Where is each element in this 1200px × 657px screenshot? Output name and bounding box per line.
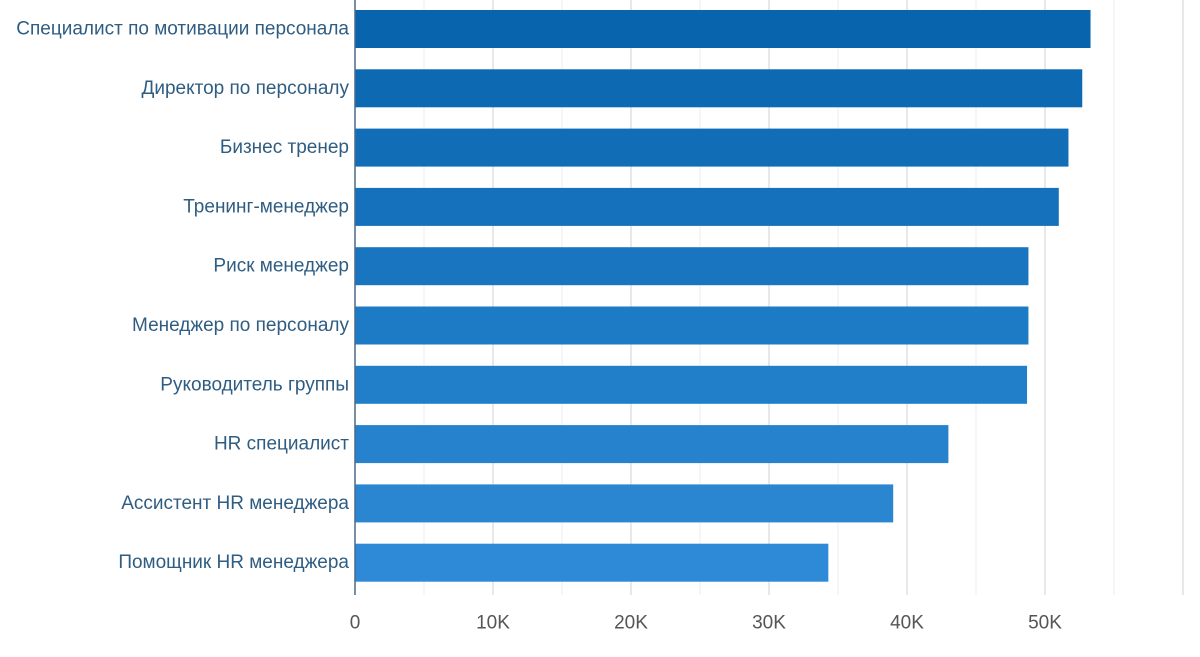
category-label: Менеджер по персоналу [132,315,349,336]
x-tick-label: 50K [1028,613,1062,634]
category-label: Риск менеджер [213,256,349,277]
category-label: Руководитель группы [160,374,349,395]
x-tick-label: 20K [614,613,648,634]
x-tick-label: 0 [350,613,361,634]
bar[interactable] [355,187,1059,226]
bar[interactable] [355,425,949,464]
x-tick-label: 30K [752,613,786,634]
bar[interactable] [355,543,829,582]
bar[interactable] [355,484,894,523]
category-label: Ассистент HR менеджера [121,493,349,514]
x-tick-label: 10K [476,613,510,634]
bar[interactable] [355,69,1083,108]
x-tick-labels: 0 10K 20K 30K 40K 50K [350,613,1063,634]
category-labels: Специалист по мотивации персонала Директо… [16,19,349,574]
x-tick-label: 40K [890,613,924,634]
bars [355,10,1091,582]
category-label: Помощник HR менеджера [118,552,349,573]
category-label: Бизнес тренер [220,137,349,158]
category-label: Тренинг-менеджер [183,196,349,217]
category-label: Директор по персоналу [141,78,349,99]
bar[interactable] [355,10,1091,48]
bar[interactable] [355,306,1029,345]
category-label: HR специалист [214,434,349,455]
bar[interactable] [355,128,1069,167]
bar[interactable] [355,365,1028,404]
bar[interactable] [355,247,1029,286]
category-label: Специалист по мотивации персонала [16,19,349,40]
